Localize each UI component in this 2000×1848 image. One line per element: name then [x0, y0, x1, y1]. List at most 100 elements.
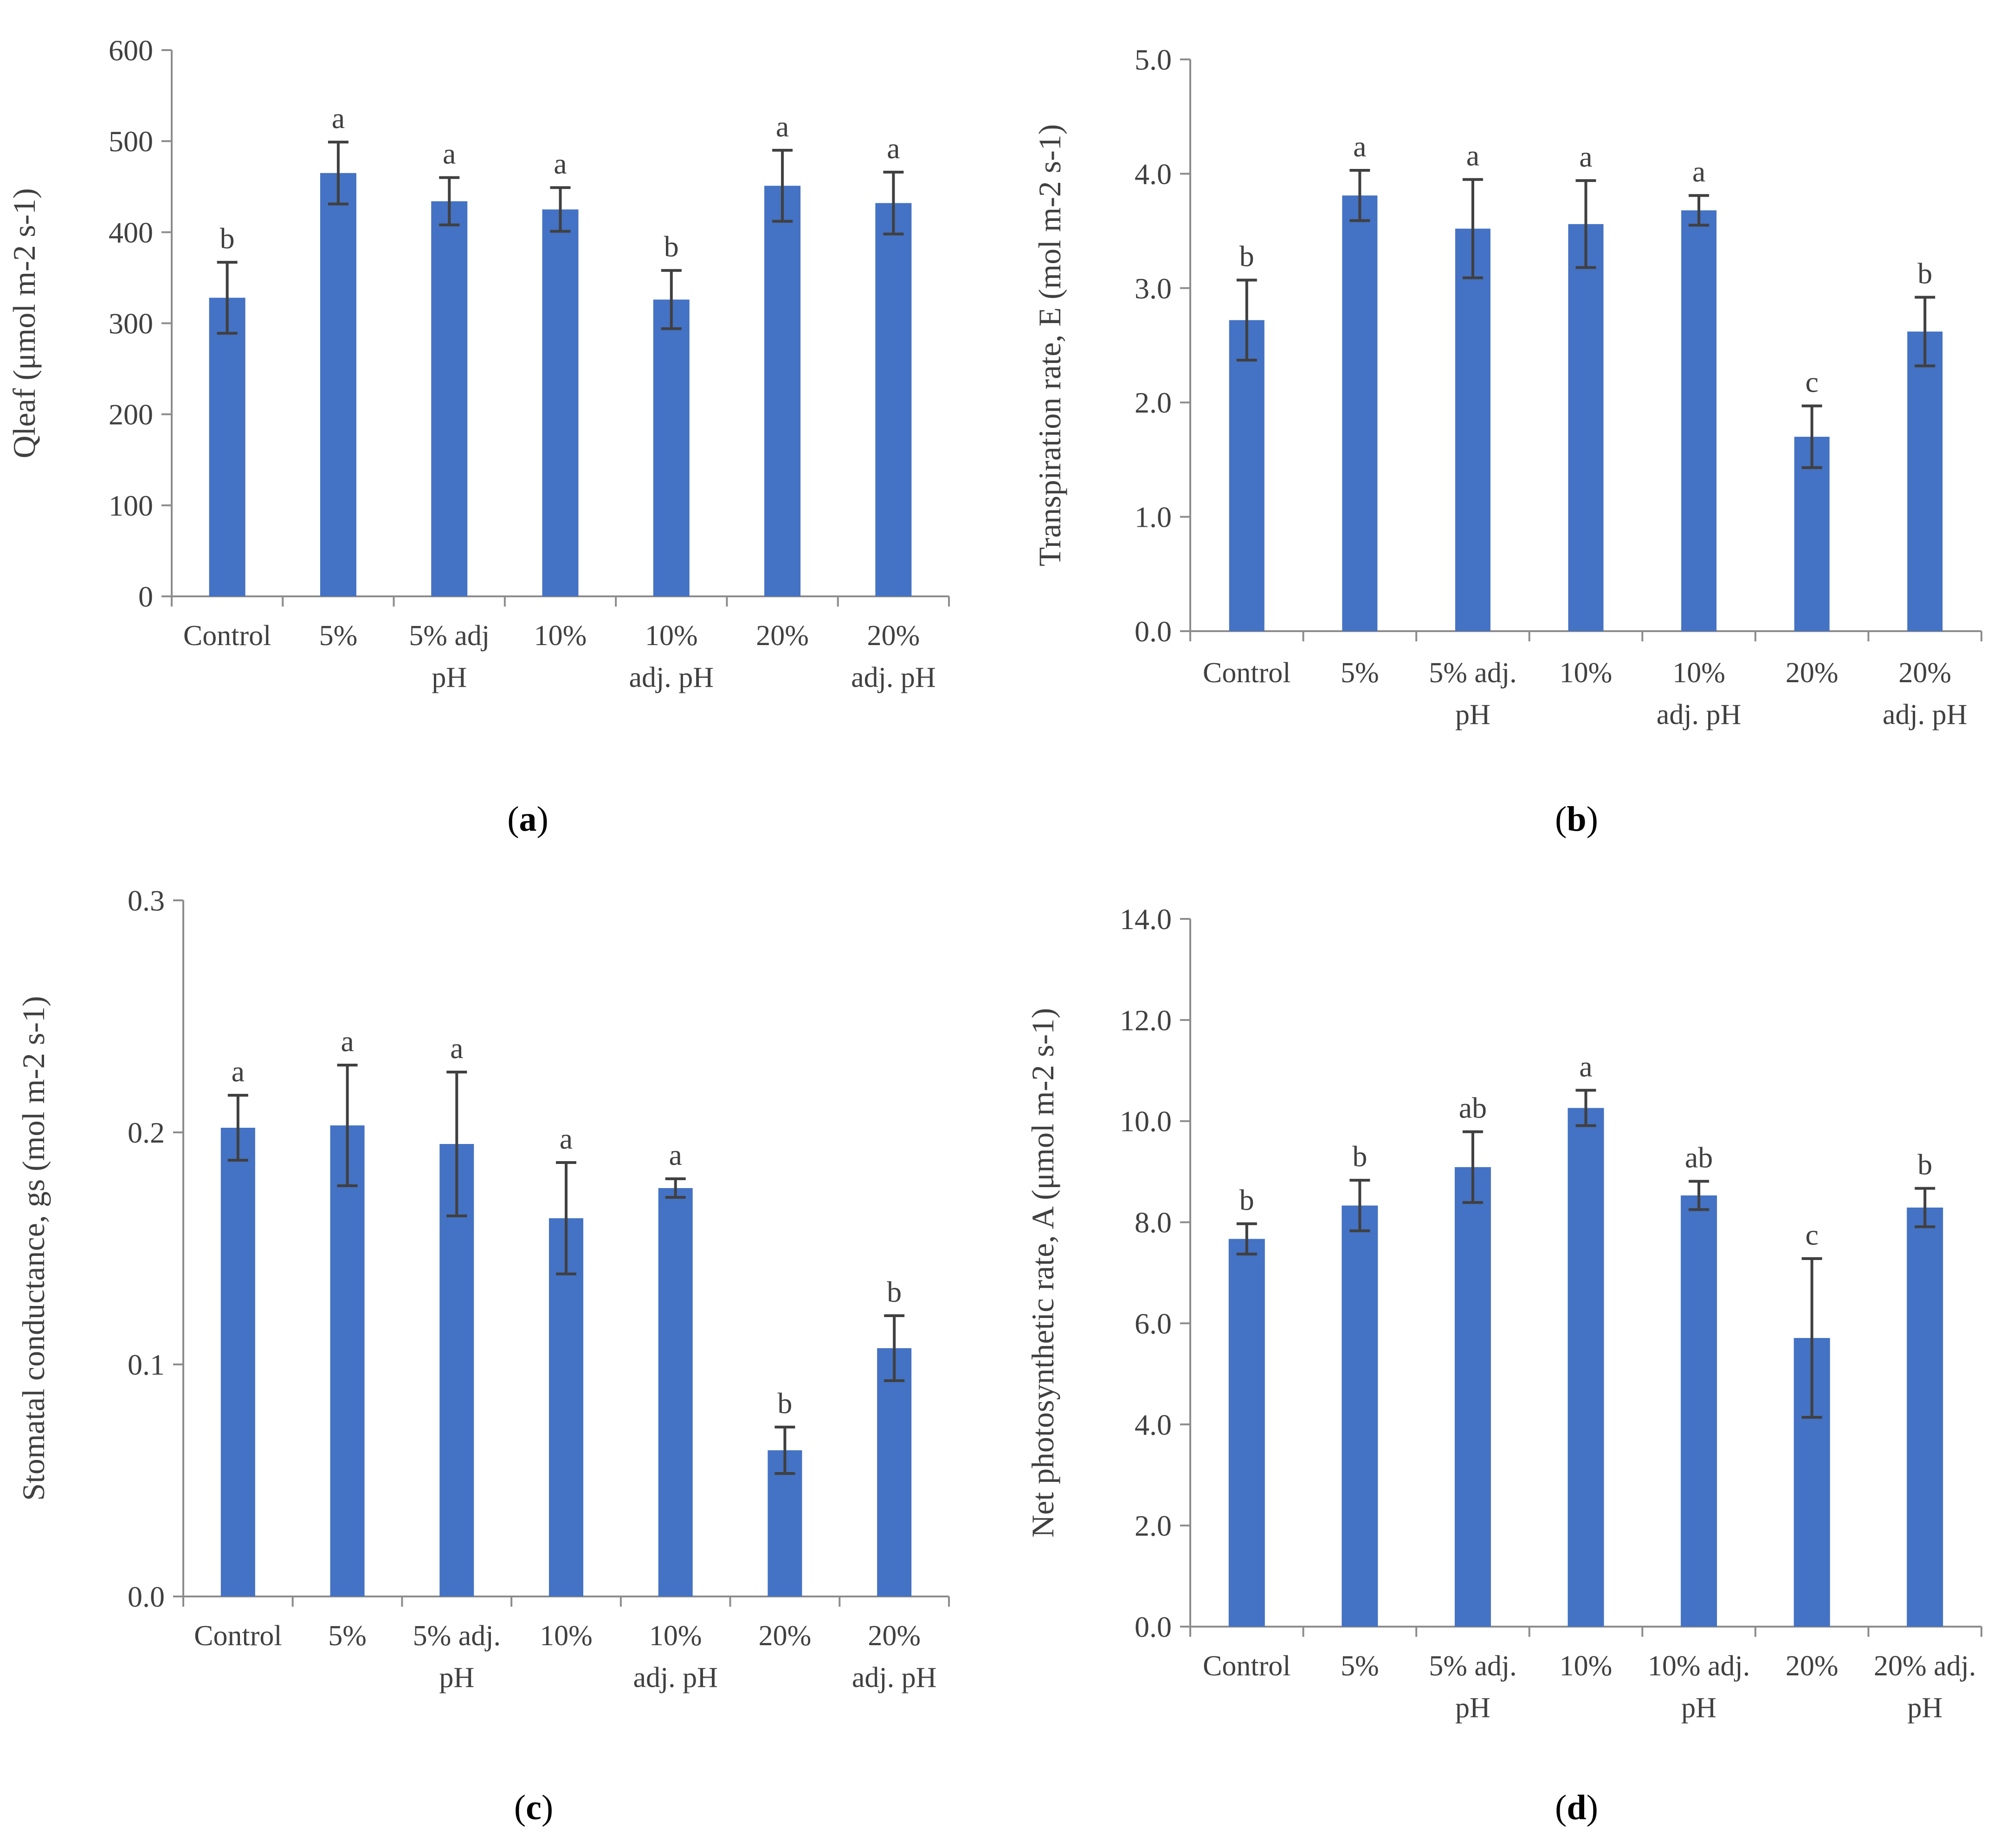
y-axis-title: Stomatal conductance, gs (mol m-2 s-1) [16, 996, 51, 1501]
bar [1454, 1167, 1491, 1627]
panel-label-open: ( [1555, 800, 1567, 839]
significance-letter: a [1353, 130, 1366, 163]
y-tick-label: 5.0 [1135, 43, 1172, 76]
y-tick-label: 6.0 [1135, 1307, 1172, 1340]
x-category-label: 20% [1786, 657, 1839, 689]
bar [209, 297, 245, 596]
x-category-label: 5% [328, 1620, 367, 1652]
significance-letter: c [1805, 1218, 1818, 1251]
significance-letter: a [232, 1055, 245, 1088]
x-category-label: Control [1203, 1650, 1290, 1682]
x-category-label: adj. pH [633, 1662, 718, 1693]
panel-label: (d) [1555, 1788, 1598, 1827]
panel-label: (c) [514, 1788, 553, 1827]
bar [1228, 1239, 1265, 1627]
significance-letter: a [1579, 1050, 1592, 1083]
significance-letter: ab [1685, 1141, 1713, 1174]
y-axis-title: Transpiration rate, E (mol m-2 s-1) [1032, 124, 1067, 566]
bar [549, 1218, 583, 1596]
bar [1455, 228, 1490, 631]
panel-label-open: ( [1555, 1788, 1567, 1827]
significance-letter: a [341, 1025, 354, 1058]
y-tick-label: 8.0 [1135, 1206, 1172, 1239]
x-category-label: pH [1681, 1692, 1716, 1724]
x-category-label: 5% adj. [1429, 657, 1516, 689]
bar [431, 201, 468, 596]
panel-label-close: ) [537, 800, 548, 839]
bar [1568, 1108, 1604, 1627]
bar [875, 203, 912, 596]
panel-label-open: ( [514, 1788, 526, 1827]
panel-label-close: ) [542, 1788, 553, 1827]
x-category-label: Control [183, 620, 271, 652]
y-tick-label: 200 [109, 398, 153, 431]
panel-label: (b) [1555, 800, 1598, 839]
x-category-label: Control [1203, 657, 1290, 689]
y-tick-label: 4.0 [1135, 157, 1172, 190]
x-category-label: pH [1455, 699, 1490, 730]
y-tick-label: 3.0 [1135, 272, 1172, 305]
bar [1229, 320, 1265, 631]
x-category-label: 5% [1341, 657, 1379, 689]
significance-letter: a [450, 1032, 463, 1065]
panel-label: (a) [507, 800, 548, 839]
y-tick-label: 500 [109, 125, 153, 158]
y-tick-label: 400 [109, 216, 153, 249]
x-category-label: pH [1455, 1692, 1490, 1724]
significance-letter: c [1805, 366, 1818, 399]
significance-letter: ab [1459, 1092, 1487, 1124]
x-category-label: Control [194, 1620, 282, 1652]
significance-letter: a [669, 1138, 682, 1171]
y-tick-label: 2.0 [1135, 1509, 1172, 1542]
y-tick-label: 0.3 [128, 884, 165, 917]
bar [439, 1144, 474, 1596]
x-category-label: 20% [868, 1620, 921, 1652]
significance-letter: a [554, 147, 567, 180]
bar [1342, 1205, 1378, 1627]
x-category-label: 20% [759, 1620, 812, 1652]
significance-letter: a [560, 1122, 573, 1155]
significance-letter: b [1352, 1140, 1367, 1173]
x-category-label: 5% adj. [1429, 1650, 1516, 1682]
x-category-label: adj. pH [851, 662, 936, 693]
significance-letter: a [1692, 155, 1705, 188]
significance-letter: b [1917, 257, 1932, 290]
panel-label-letter: d [1567, 1788, 1586, 1827]
panel-label-close: ) [1587, 800, 1598, 839]
x-category-label: 5% [319, 620, 358, 652]
y-tick-label: 0.0 [1135, 1610, 1172, 1643]
chart-panel-c: 0.0 0.1 0.2 0.3 Stomatal conductance, gs (mo… [16, 884, 950, 1827]
significance-letter: a [443, 137, 456, 170]
significance-letter: b [664, 230, 679, 263]
bar [653, 299, 690, 596]
x-category-label: 10% [1560, 1650, 1613, 1682]
x-category-label: 5% adj. [413, 1620, 501, 1652]
y-axis-title: Net photosynthetic rate, A (μmol m-2 s-1… [1025, 1008, 1060, 1538]
x-category-label: adj. pH [1657, 699, 1742, 730]
significance-letter: a [776, 110, 789, 143]
x-category-label: pH [1907, 1692, 1942, 1724]
y-tick-label: 1.0 [1135, 501, 1172, 534]
chart-panel-a: 0 100 200 300 400 500 600 Qleaf (μmol m-2 s-1) b… [6, 34, 950, 839]
bar [320, 173, 356, 596]
bar [1907, 331, 1943, 631]
y-tick-label: 10.0 [1120, 1105, 1172, 1138]
bar [1794, 437, 1830, 631]
x-category-label: 20% [756, 620, 809, 652]
x-category-label: 10% [649, 1620, 702, 1652]
bar [330, 1125, 365, 1596]
y-tick-label: 14.0 [1120, 903, 1172, 936]
y-axis-title: Qleaf (μmol m-2 s-1) [6, 188, 42, 458]
x-category-label: 5% [1341, 1650, 1379, 1682]
significance-letter: a [1579, 140, 1592, 173]
bar [1681, 1195, 1717, 1627]
x-category-label: pH [432, 662, 467, 693]
significance-letter: b [1239, 1183, 1254, 1216]
significance-letter: b [887, 1275, 902, 1308]
y-tick-label: 4.0 [1135, 1408, 1172, 1441]
chart-panel-d: 0.0 2.0 4.0 6.0 8.0 10.0 12.0 14.0 Net photosynt… [1025, 903, 1982, 1827]
x-category-label: 20% [1898, 657, 1951, 689]
panel-label-letter: a [519, 800, 537, 839]
y-tick-label: 0.1 [128, 1348, 165, 1381]
